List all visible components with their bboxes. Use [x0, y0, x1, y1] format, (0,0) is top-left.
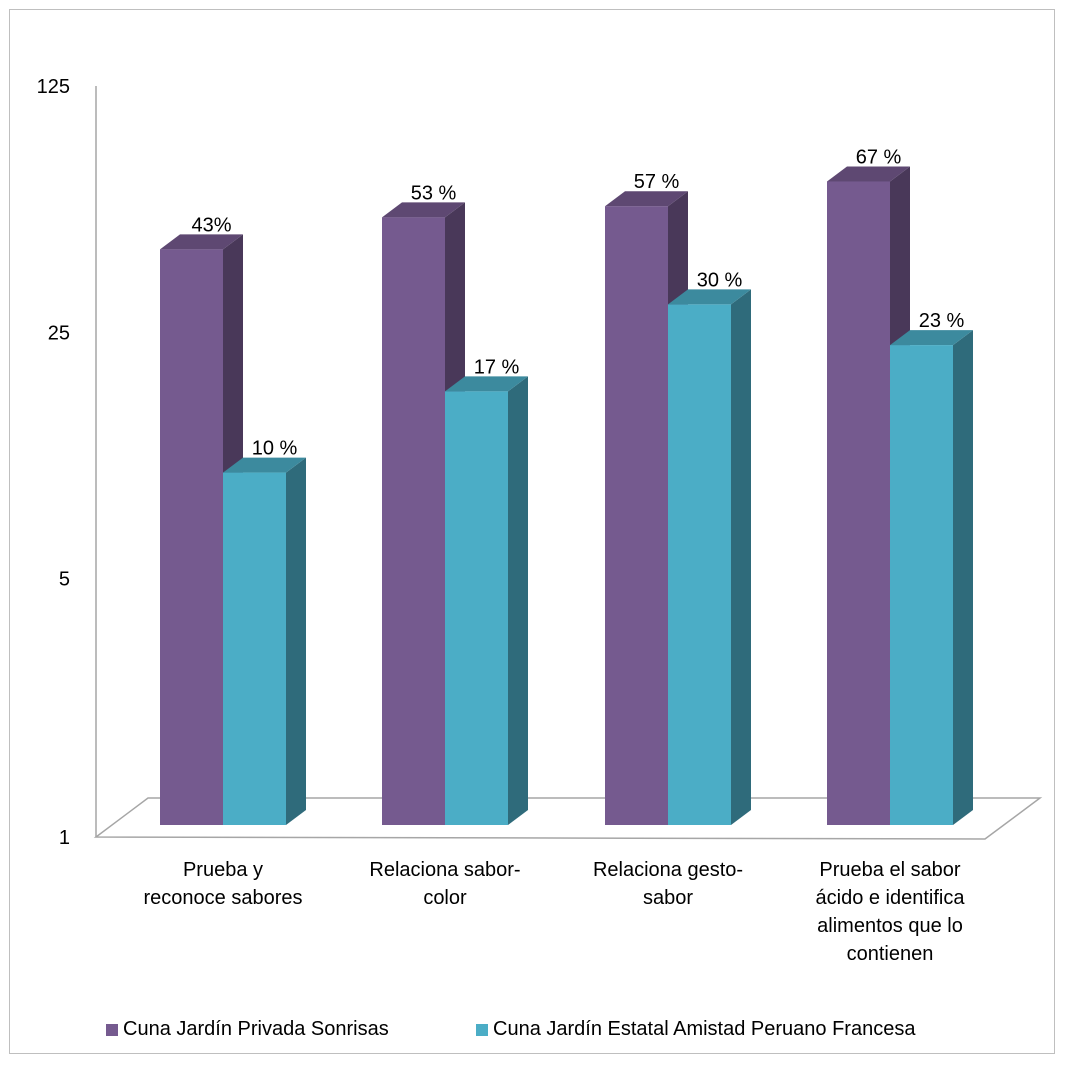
category-label-line: color — [423, 887, 467, 909]
chart-floor — [93, 797, 1043, 840]
category-label-line: reconoce sabores — [143, 887, 303, 909]
bar-privada-1 — [160, 249, 223, 825]
category-label-line: Prueba y — [182, 859, 264, 881]
legend-item: Cuna Jardín Privada Sonrisas — [106, 1018, 389, 1041]
y-tick-label: 125 — [37, 76, 70, 98]
y-tick-label: 5 — [59, 569, 70, 591]
data-label: 10 % — [252, 438, 298, 460]
data-label: 23 % — [919, 310, 965, 332]
category-label: Prueba el sabor ácido e identifica aliment… — [780, 856, 1000, 968]
data-label: 43% — [191, 214, 231, 236]
category-label-line: contienen — [846, 943, 934, 965]
legend: Cuna Jardín Privada Sonrisas Cuna Jardín … — [0, 1018, 1069, 1048]
bar-top — [827, 166, 910, 182]
legend-item: Cuna Jardín Estatal Amistad Peruano Fran… — [476, 1018, 915, 1041]
y-tick-label: 1 — [59, 827, 70, 849]
category-label-line: Prueba el sabor — [819, 859, 961, 881]
bar-estatal-1 — [223, 472, 286, 825]
bar-side — [731, 289, 751, 826]
category-label: Relaciona gesto-sabor — [558, 856, 778, 912]
bar-side — [508, 376, 528, 825]
legend-swatch — [106, 1023, 118, 1036]
bar-side — [286, 457, 306, 825]
bar-estatal-4 — [890, 345, 953, 825]
category-label: Prueba y reconoce sabores — [113, 856, 333, 912]
bar-top — [160, 234, 243, 250]
bar-top — [445, 376, 528, 392]
legend-label: Cuna Jardín Estatal Amistad Peruano Fran… — [493, 1018, 916, 1040]
data-label: 53 % — [411, 182, 457, 204]
category-label-line: ácido e identifica — [815, 887, 965, 909]
category-label-line: sabor — [642, 887, 694, 909]
y-tick-label: 25 — [48, 322, 70, 344]
bar-top — [382, 202, 465, 218]
category-label-line: alimentos que lo — [817, 915, 963, 937]
bar-privada-2 — [382, 217, 445, 826]
category-label-line: Relaciona sabor- — [369, 859, 521, 881]
bar-top — [668, 289, 751, 305]
bar-side — [953, 330, 973, 825]
data-label: 30 % — [697, 269, 743, 291]
data-label: 17 % — [474, 356, 520, 378]
data-label: 57 % — [634, 171, 680, 193]
legend-swatch — [476, 1023, 488, 1036]
bar-top — [890, 330, 973, 346]
data-label: 67 % — [856, 146, 902, 168]
category-label: Relaciona sabor-color — [335, 856, 555, 912]
bar-privada-4 — [827, 181, 890, 826]
bar-privada-3 — [605, 206, 668, 826]
bar-top — [223, 457, 306, 473]
bar-estatal-2 — [445, 391, 508, 825]
legend-label: Cuna Jardín Privada Sonrisas — [123, 1018, 389, 1040]
category-label-line: Relaciona gesto- — [592, 859, 744, 881]
bar-estatal-3 — [668, 304, 731, 826]
bar-top — [605, 191, 688, 207]
